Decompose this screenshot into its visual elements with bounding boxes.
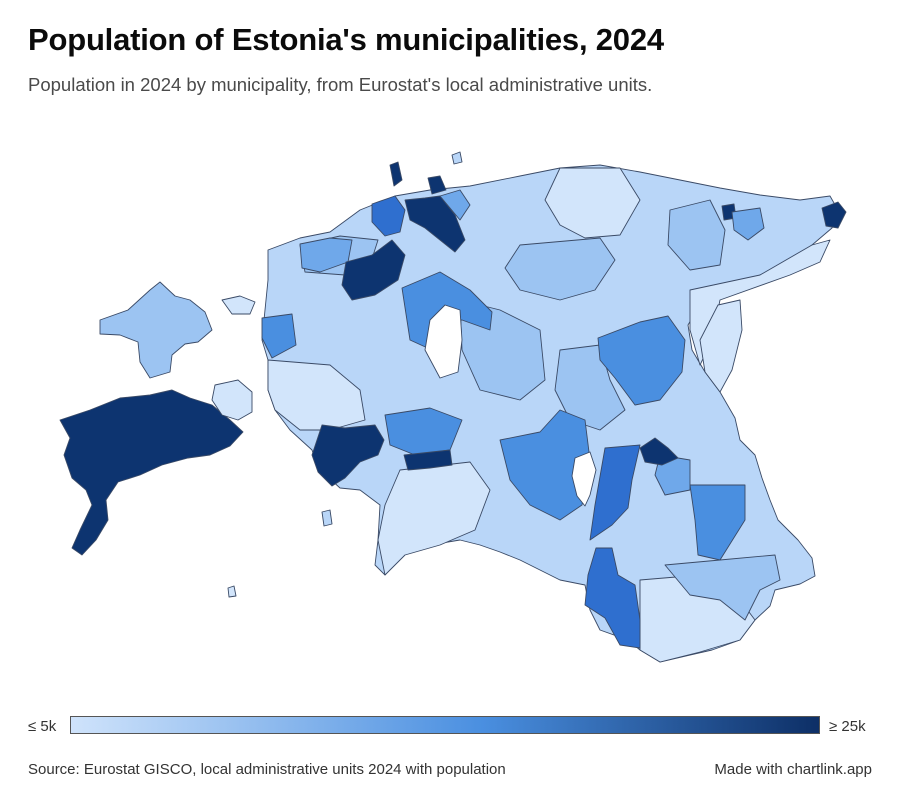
lake-peipus-shore	[699, 299, 743, 393]
region-east-light	[689, 239, 831, 366]
municipality-tartu	[639, 437, 679, 466]
region-northeast-light	[544, 167, 641, 239]
municipality-elva-area	[589, 444, 641, 541]
legend-color-bar	[70, 716, 820, 734]
island-prangli	[427, 175, 447, 195]
municipality-saaremaa	[59, 389, 244, 556]
estonia-choropleth-map	[59, 151, 847, 663]
lake-vortsjarv	[571, 451, 597, 507]
municipality-parnu-city	[403, 449, 453, 471]
island-kihnu	[321, 509, 333, 527]
island-aegna	[389, 161, 403, 187]
municipality-harju-west	[371, 195, 406, 237]
municipality-lihula-area	[261, 313, 297, 359]
chart-subtitle: Population in 2024 by municipality, from…	[28, 74, 653, 95]
lake-inner-center	[424, 304, 463, 379]
municipality-jogeva-area	[597, 315, 686, 406]
municipality-viimsi-maardu	[404, 195, 466, 253]
source-note: Source: Eurostat GISCO, local administra…	[28, 761, 506, 778]
legend-min-label: ≤ 5k	[28, 718, 57, 735]
chart-title: Population of Estonia's municipalities, …	[28, 22, 664, 57]
municipality-voru-area	[584, 547, 641, 649]
municipality-tallinn	[341, 239, 406, 301]
region-north-mid	[504, 237, 616, 301]
municipality-polva-area	[689, 484, 746, 561]
region-southwest-light	[377, 461, 491, 576]
island-muhu	[211, 379, 253, 421]
municipality-ida-viru-mid	[731, 207, 765, 241]
region-east-mid	[667, 199, 726, 271]
legend-max-label: ≥ 25k	[829, 718, 866, 735]
island-ruhnu	[227, 585, 237, 598]
island-naissaar	[451, 151, 463, 165]
municipality-rae-area	[439, 189, 471, 221]
municipality-narva	[821, 201, 847, 229]
island-hiiumaa	[99, 281, 213, 379]
municipality-kanepi-area	[654, 454, 691, 496]
municipality-parnu	[311, 424, 385, 487]
region-southeast-mid	[664, 554, 781, 621]
island-vormsi	[221, 295, 256, 315]
credit-note: Made with chartlink.app	[714, 761, 872, 778]
